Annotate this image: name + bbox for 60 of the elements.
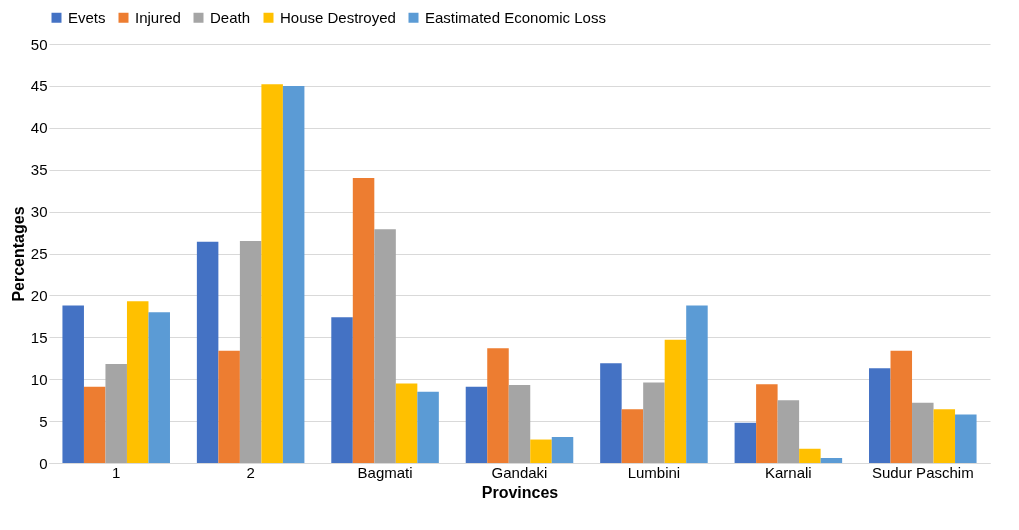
bar [261, 84, 283, 463]
y-tick-label: 10 [30, 370, 48, 388]
bar [218, 350, 240, 463]
bar [352, 178, 375, 463]
legend-label: Eastimated Economic Loss [425, 8, 606, 26]
bar [417, 391, 439, 463]
bar [912, 402, 934, 463]
x-tick-label: Sudur Paschim [871, 463, 974, 481]
x-tick-label: Lumbini [627, 463, 681, 481]
y-tick-label: 45 [30, 77, 48, 95]
bar [933, 409, 956, 463]
bar [196, 241, 219, 463]
y-axis-title: Percentages [9, 206, 27, 302]
bar [890, 350, 913, 463]
bar [465, 386, 488, 463]
legend-label: Death [210, 8, 251, 26]
bar [664, 339, 687, 463]
bar [820, 457, 843, 463]
bar [530, 439, 552, 463]
bar [869, 368, 891, 463]
bar [508, 385, 531, 463]
y-tick-label: 20 [30, 286, 48, 304]
bar [600, 363, 622, 463]
bar [777, 400, 800, 463]
bar [374, 229, 396, 463]
y-tick-label: 0 [39, 454, 48, 472]
bar [756, 384, 778, 463]
bar [331, 317, 353, 463]
legend-label: House Destroyed [280, 8, 396, 26]
x-tick-label: 1 [112, 463, 121, 481]
y-tick-label: 25 [30, 245, 48, 262]
legend-label: Injured [135, 8, 181, 26]
y-tick-label: 5 [39, 412, 48, 430]
x-tick-label: Gandaki [491, 463, 548, 481]
bar [83, 386, 106, 463]
y-tick-label: 15 [30, 328, 48, 346]
bar [799, 448, 821, 463]
y-tick-label: 30 [30, 203, 48, 221]
bar [487, 348, 509, 463]
bar [734, 422, 757, 463]
y-tick-label: 35 [30, 161, 48, 179]
x-tick-label: Karnali [765, 463, 812, 481]
y-tick-label: 50 [30, 35, 48, 53]
bar [686, 305, 708, 463]
bar [62, 305, 84, 463]
bar [955, 414, 977, 463]
bar [621, 409, 644, 463]
bar [105, 364, 127, 463]
y-tick-label: 40 [30, 119, 48, 137]
bar [643, 382, 665, 463]
bar [282, 85, 305, 463]
bar [126, 301, 149, 463]
bar [239, 240, 262, 463]
bar [148, 312, 170, 463]
bar [551, 437, 574, 463]
x-axis-title: Provinces [481, 483, 559, 501]
bar [395, 383, 418, 463]
legend-label: Evets [68, 8, 106, 26]
x-tick-label: Bagmati [357, 463, 413, 481]
x-tick-label: 2 [246, 463, 255, 481]
